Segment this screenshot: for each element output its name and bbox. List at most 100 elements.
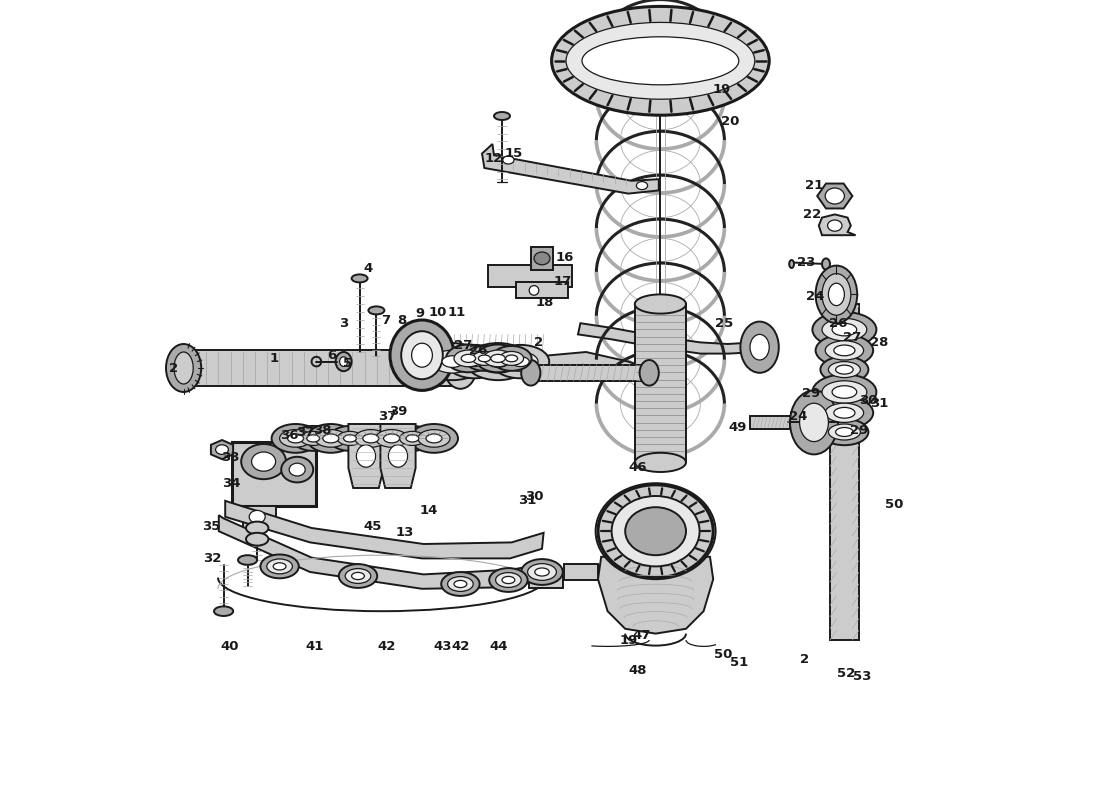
Ellipse shape bbox=[446, 345, 491, 372]
Ellipse shape bbox=[828, 362, 860, 378]
Ellipse shape bbox=[346, 424, 395, 453]
Text: 45: 45 bbox=[363, 520, 382, 533]
Ellipse shape bbox=[750, 334, 769, 360]
Ellipse shape bbox=[503, 156, 514, 164]
Ellipse shape bbox=[446, 345, 504, 378]
Text: 31: 31 bbox=[518, 494, 537, 507]
Text: 31: 31 bbox=[870, 397, 889, 410]
Polygon shape bbox=[381, 424, 416, 488]
Ellipse shape bbox=[375, 430, 408, 447]
Bar bbox=[190, 350, 454, 386]
Ellipse shape bbox=[825, 188, 845, 204]
Text: 36: 36 bbox=[279, 429, 298, 442]
Text: 26: 26 bbox=[828, 317, 847, 330]
Text: 24: 24 bbox=[789, 410, 807, 422]
Ellipse shape bbox=[367, 424, 416, 453]
Text: 43: 43 bbox=[433, 640, 452, 653]
Text: 12: 12 bbox=[485, 152, 503, 165]
Ellipse shape bbox=[834, 345, 855, 356]
Ellipse shape bbox=[166, 344, 201, 392]
Text: 50: 50 bbox=[884, 498, 903, 510]
Text: 52: 52 bbox=[837, 667, 855, 680]
Ellipse shape bbox=[214, 606, 233, 616]
Ellipse shape bbox=[789, 260, 794, 268]
Text: 53: 53 bbox=[852, 670, 871, 683]
Text: 48: 48 bbox=[629, 664, 647, 677]
Polygon shape bbox=[817, 183, 852, 209]
Polygon shape bbox=[482, 144, 659, 194]
Ellipse shape bbox=[252, 452, 276, 471]
Ellipse shape bbox=[529, 286, 539, 295]
Ellipse shape bbox=[444, 347, 476, 389]
Ellipse shape bbox=[352, 274, 367, 282]
Ellipse shape bbox=[406, 435, 419, 442]
Ellipse shape bbox=[503, 352, 538, 371]
Text: 11: 11 bbox=[448, 306, 465, 318]
Ellipse shape bbox=[506, 355, 518, 362]
Ellipse shape bbox=[813, 374, 877, 410]
Ellipse shape bbox=[279, 430, 311, 447]
Polygon shape bbox=[226, 501, 543, 558]
Ellipse shape bbox=[352, 573, 364, 579]
Text: 26: 26 bbox=[469, 344, 487, 357]
Text: 20: 20 bbox=[720, 115, 739, 128]
Ellipse shape bbox=[458, 352, 493, 371]
Text: 22: 22 bbox=[803, 208, 822, 221]
Ellipse shape bbox=[477, 350, 519, 373]
Ellipse shape bbox=[821, 357, 868, 382]
Text: 19: 19 bbox=[619, 634, 638, 646]
Ellipse shape bbox=[528, 564, 557, 580]
Text: 23: 23 bbox=[796, 256, 815, 269]
Ellipse shape bbox=[399, 431, 426, 446]
Text: 5: 5 bbox=[343, 358, 352, 370]
Text: 34: 34 bbox=[222, 477, 241, 490]
Ellipse shape bbox=[825, 403, 864, 422]
Ellipse shape bbox=[418, 430, 450, 447]
Ellipse shape bbox=[464, 346, 505, 370]
Text: 39: 39 bbox=[388, 405, 407, 418]
Ellipse shape bbox=[635, 453, 686, 472]
Text: 33: 33 bbox=[221, 451, 240, 464]
Ellipse shape bbox=[815, 334, 873, 366]
Ellipse shape bbox=[827, 220, 842, 231]
Ellipse shape bbox=[329, 426, 371, 451]
Ellipse shape bbox=[612, 496, 700, 566]
Text: 21: 21 bbox=[805, 179, 823, 192]
Ellipse shape bbox=[287, 434, 304, 443]
Ellipse shape bbox=[267, 559, 293, 574]
Bar bbox=[635, 304, 686, 462]
Ellipse shape bbox=[289, 463, 305, 476]
Text: 27: 27 bbox=[454, 339, 473, 352]
Bar bbox=[516, 282, 568, 298]
Ellipse shape bbox=[315, 430, 346, 447]
Bar bbox=[750, 416, 790, 429]
Ellipse shape bbox=[475, 345, 520, 372]
Ellipse shape bbox=[261, 554, 299, 578]
Ellipse shape bbox=[410, 424, 458, 453]
Ellipse shape bbox=[822, 274, 850, 315]
Text: 2: 2 bbox=[800, 653, 808, 666]
Ellipse shape bbox=[442, 356, 463, 367]
Ellipse shape bbox=[282, 457, 314, 482]
Ellipse shape bbox=[584, 73, 737, 108]
Ellipse shape bbox=[512, 357, 529, 366]
Ellipse shape bbox=[392, 426, 433, 451]
Text: 38: 38 bbox=[314, 424, 332, 437]
Text: 17: 17 bbox=[553, 275, 572, 288]
Ellipse shape bbox=[836, 427, 854, 437]
Polygon shape bbox=[430, 352, 669, 387]
Ellipse shape bbox=[441, 572, 480, 596]
Bar bbox=[529, 572, 563, 588]
Ellipse shape bbox=[639, 360, 659, 386]
Ellipse shape bbox=[491, 354, 505, 362]
Ellipse shape bbox=[815, 266, 857, 323]
Text: 14: 14 bbox=[419, 504, 438, 517]
Ellipse shape bbox=[216, 445, 229, 454]
Ellipse shape bbox=[388, 445, 408, 467]
Ellipse shape bbox=[828, 424, 860, 440]
Ellipse shape bbox=[836, 365, 854, 374]
Ellipse shape bbox=[478, 355, 491, 362]
Text: 16: 16 bbox=[556, 251, 573, 264]
Ellipse shape bbox=[484, 350, 513, 366]
Ellipse shape bbox=[250, 510, 265, 523]
